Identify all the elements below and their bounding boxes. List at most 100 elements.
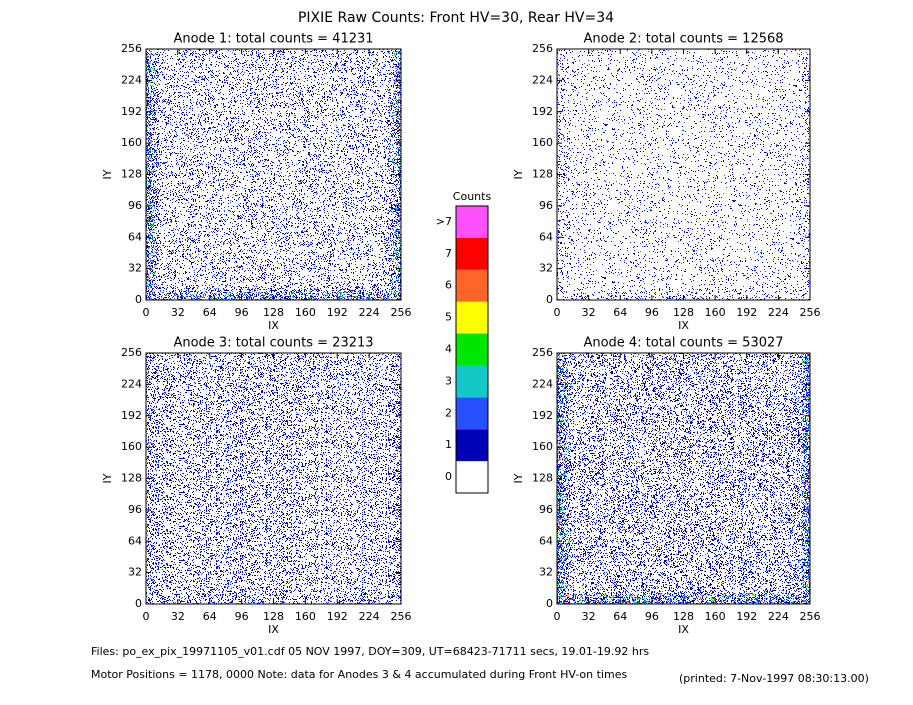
colorbar-cell [456,461,488,493]
y-tick-label: 32 [539,262,553,275]
colorbar-label: >7 [436,215,452,228]
x-tick-label: 0 [143,610,150,623]
x-axis-label: IX [678,319,689,332]
y-tick-label: 96 [539,199,553,212]
y-tick-label: 32 [128,566,142,579]
y-tick-label: 224 [121,377,142,390]
x-tick-label: 128 [263,610,284,623]
colorbar-label: 1 [445,438,452,451]
y-tick-label: 192 [532,105,553,118]
x-axis-label: IX [678,623,689,636]
y-tick-label: 0 [135,597,142,610]
x-tick-label: 64 [613,610,627,623]
x-tick-label: 256 [800,306,821,319]
colorbar-label: 0 [445,470,452,483]
x-tick-label: 224 [359,610,380,623]
x-tick-label: 192 [327,610,348,623]
y-axis-label: IY [512,473,525,483]
x-tick-label: 32 [582,306,596,319]
x-tick-label: 128 [673,610,694,623]
x-tick-label: 192 [327,306,348,319]
x-tick-label: 32 [171,610,185,623]
colorbar-cell [456,301,488,334]
y-tick-label: 64 [539,534,553,547]
colorbar-label: 2 [445,406,452,419]
y-tick-label: 224 [532,377,553,390]
colorbar-cell [456,397,488,430]
x-tick-label: 0 [554,306,561,319]
colorbar-label: 4 [445,343,452,356]
y-tick-label: 192 [532,409,553,422]
x-tick-label: 224 [768,306,789,319]
x-tick-label: 96 [645,610,659,623]
colorbar-cell [456,206,488,238]
y-tick-label: 224 [532,73,553,86]
x-tick-label: 32 [582,610,596,623]
y-tick-label: 192 [121,105,142,118]
x-tick-label: 64 [613,306,627,319]
y-tick-label: 128 [121,168,142,181]
count-texture [146,49,401,300]
y-tick-label: 96 [539,503,553,516]
y-tick-label: 256 [121,42,142,55]
y-axis-label: IY [512,169,525,179]
colorbar-cell [456,333,488,366]
panel-title: Anode 3: total counts = 23213 [173,336,373,351]
footer-motor: Motor Positions = 1178, 0000 Note: data … [91,668,627,681]
x-tick-label: 160 [705,306,726,319]
x-tick-label: 64 [203,610,217,623]
y-tick-label: 32 [539,566,553,579]
x-tick-label: 160 [295,610,316,623]
page-title: PIXIE Raw Counts: Front HV=30, Rear HV=3… [298,10,614,26]
y-tick-label: 256 [121,346,142,359]
x-axis-label: IX [268,319,279,332]
y-axis-label: IY [101,169,114,179]
y-tick-label: 128 [532,168,553,181]
y-tick-label: 160 [121,136,142,149]
colorbar-label: 7 [445,247,452,260]
colorbar-label: 6 [445,279,452,292]
y-tick-label: 64 [128,230,142,243]
colorbar-frame [455,205,489,494]
y-tick-label: 96 [128,199,142,212]
x-tick-label: 256 [391,306,412,319]
y-tick-label: 32 [128,262,142,275]
panel-title: Anode 4: total counts = 53027 [583,336,783,351]
x-tick-label: 0 [554,610,561,623]
y-tick-label: 128 [532,472,553,485]
y-tick-label: 256 [532,346,553,359]
x-tick-label: 192 [736,610,757,623]
y-tick-label: 224 [121,73,142,86]
x-tick-label: 128 [673,306,694,319]
x-tick-label: 32 [171,306,185,319]
x-axis-label: IX [268,623,279,636]
x-tick-label: 224 [768,610,789,623]
footer-files: Files: po_ex_pix_19971105_v01.cdf 05 NOV… [91,645,649,658]
x-tick-label: 0 [143,306,150,319]
y-tick-label: 128 [121,472,142,485]
panel-title: Anode 1: total counts = 41231 [173,32,373,47]
colorbar-title: Counts [453,190,492,203]
y-tick-label: 64 [128,534,142,547]
footer-printed: (printed: 7-Nov-1997 08:30:13.00) [679,672,869,685]
x-tick-label: 64 [203,306,217,319]
colorbar-cell [456,269,488,302]
x-tick-label: 224 [359,306,380,319]
count-texture [557,353,810,604]
y-tick-label: 160 [121,440,142,453]
panel-title: Anode 2: total counts = 12568 [583,32,783,47]
x-tick-label: 96 [645,306,659,319]
colorbar-label: 3 [445,374,452,387]
x-tick-label: 160 [295,306,316,319]
x-tick-label: 96 [235,610,249,623]
count-texture [557,353,810,604]
y-tick-label: 256 [532,42,553,55]
x-tick-label: 256 [391,610,412,623]
y-tick-label: 96 [128,503,142,516]
y-tick-label: 0 [546,293,553,306]
x-tick-label: 96 [235,306,249,319]
colorbar-label: 5 [445,311,452,324]
x-tick-label: 160 [705,610,726,623]
count-texture [146,49,401,300]
